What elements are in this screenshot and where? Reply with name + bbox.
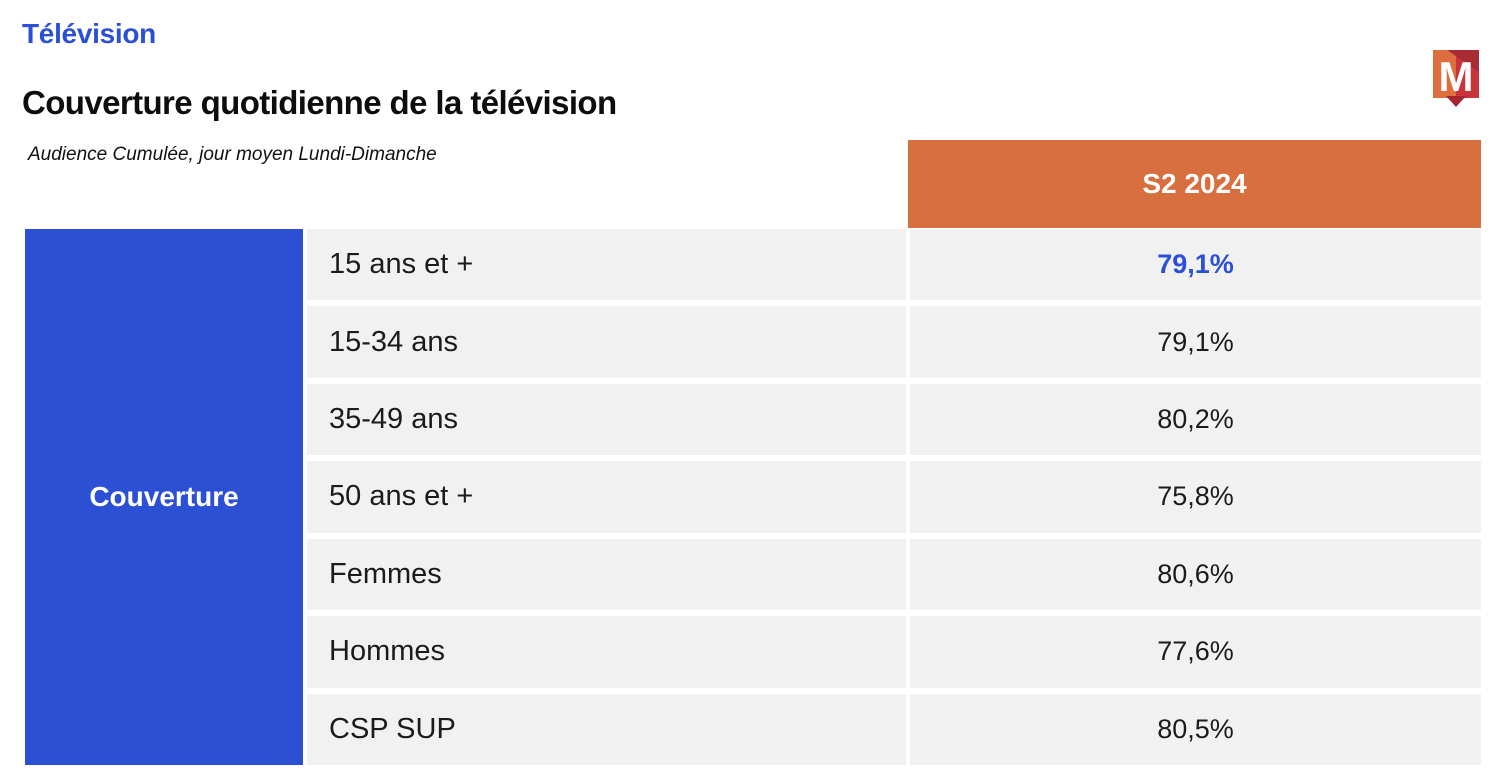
table-rows: 15 ans et + 79,1% 15-34 ans 79,1% 35-49 … [307,229,1481,765]
row-label: 15 ans et + [307,229,906,301]
row-value: 79,1% [910,229,1481,301]
row-label: 15-34 ans [307,306,906,378]
row-value: 79,1% [910,306,1481,378]
mediametrie-logo-icon: M [1431,48,1481,108]
table-row: Hommes 77,6% [307,616,1481,688]
row-label: 35-49 ans [307,383,906,456]
logo-letter: M [1439,53,1474,100]
table-row: 15-34 ans 79,1% [307,306,1481,378]
row-label: Femmes [307,538,906,611]
table-row: 50 ans et + 75,8% [307,461,1481,533]
row-value: 80,2% [910,383,1481,456]
table-row: CSP SUP 80,5% [307,693,1481,765]
page-title: Couverture quotidienne de la télévision [22,84,617,121]
period-column-header: S2 2024 [908,140,1481,228]
row-value: 80,5% [910,693,1481,765]
row-value: 77,6% [910,616,1481,688]
row-value: 80,6% [910,538,1481,611]
table-row: 35-49 ans 80,2% [307,383,1481,456]
row-label: 50 ans et + [307,461,906,533]
page-subtitle: Audience Cumulée, jour moyen Lundi-Diman… [28,144,437,165]
section-label: Télévision [22,18,156,49]
row-group-cell: Couverture [25,229,303,765]
row-label: Hommes [307,616,906,688]
row-label: CSP SUP [307,693,906,765]
row-value: 75,8% [910,461,1481,533]
table-row: 15 ans et + 79,1% [307,229,1481,301]
table-row: Femmes 80,6% [307,538,1481,611]
